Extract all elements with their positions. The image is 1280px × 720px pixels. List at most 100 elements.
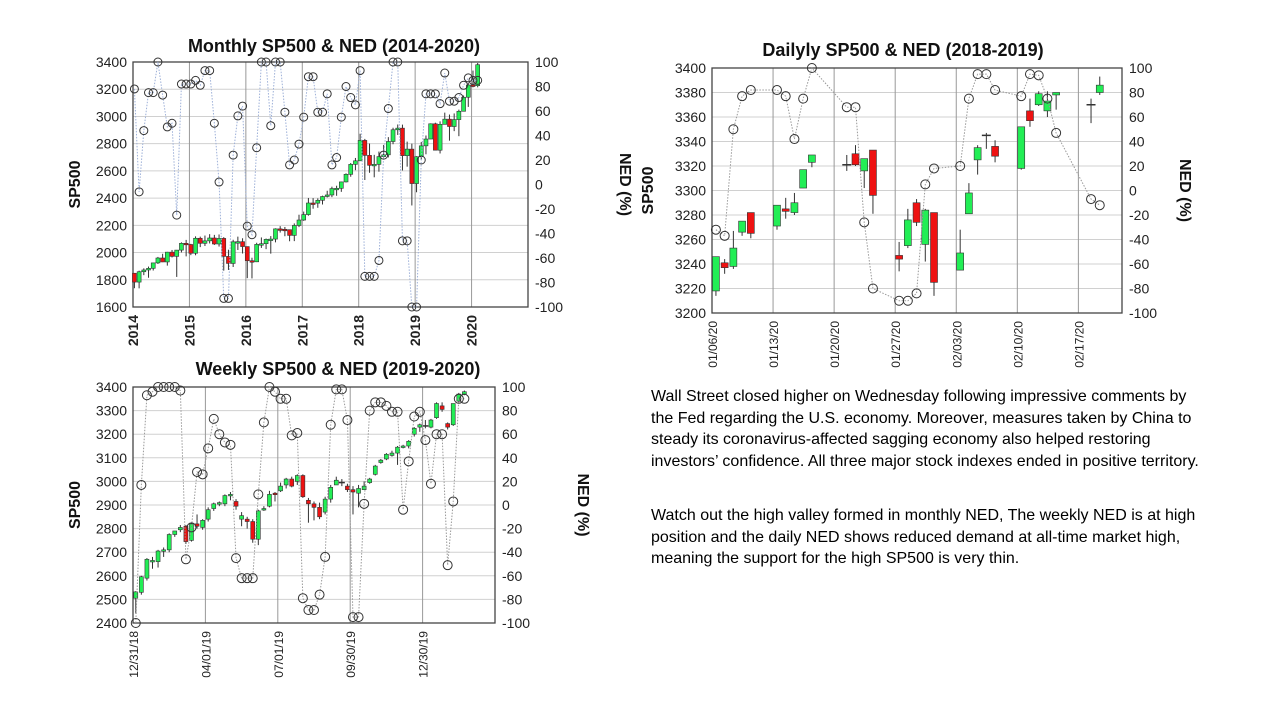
ned-point (280, 107, 290, 117)
x-tick-label: 01/20/20 (828, 321, 842, 368)
ned-point (920, 179, 931, 190)
candle (781, 197, 790, 219)
y-tick-label: 2900 (96, 497, 127, 513)
ned-point (737, 91, 748, 102)
candle-body-up (372, 465, 378, 475)
ned-point (454, 93, 464, 103)
candle (869, 149, 877, 214)
candle (329, 186, 335, 198)
ned-point (225, 439, 236, 450)
y-tick-label: 2400 (96, 190, 127, 206)
ned-point (346, 93, 356, 103)
ned-point (963, 93, 974, 104)
candle (475, 62, 480, 88)
candle-body-up (1034, 93, 1043, 106)
candle (296, 214, 302, 228)
ned-point (253, 489, 264, 500)
ned-point (414, 406, 425, 417)
candle-body-up (343, 173, 349, 183)
candle (322, 496, 328, 515)
plot-area-border (132, 386, 496, 624)
candle-body-up (144, 558, 150, 579)
candle-body-up (294, 475, 300, 482)
candle-body-down (300, 475, 306, 498)
candle (324, 190, 330, 198)
candle-body-up (322, 498, 328, 513)
ned-point (355, 66, 365, 76)
candle-body-up (205, 509, 211, 520)
candle (272, 492, 278, 502)
candle-body-up (133, 591, 139, 599)
ned-point (398, 504, 409, 515)
candle-body-down (930, 212, 938, 283)
candle-body-up (712, 256, 720, 292)
ned-point (353, 612, 364, 623)
x-tick-label: 2018 (351, 315, 367, 346)
candle (310, 198, 316, 209)
ned-point (448, 496, 459, 507)
ned-point (955, 161, 966, 171)
candle-body-up (428, 419, 434, 428)
candle (263, 238, 269, 250)
candle (317, 502, 322, 520)
candle (461, 95, 466, 112)
ned-point (364, 405, 375, 416)
ned-point (325, 419, 336, 430)
y2-tick-label: 20 (502, 473, 518, 489)
ned-point (397, 236, 407, 246)
candle-body-up (395, 127, 401, 131)
candle (174, 249, 180, 277)
y2-tick-label: -100 (1129, 305, 1157, 321)
candle-body-down (350, 489, 356, 493)
ned-point (238, 101, 248, 111)
candle (301, 211, 306, 221)
candle-body-down (433, 123, 438, 151)
ned-point (431, 429, 442, 440)
candle-body-down (851, 153, 860, 166)
candle (367, 477, 372, 484)
ned-point (313, 107, 323, 117)
y-tick-label: 3380 (675, 85, 706, 101)
ned-point (336, 112, 346, 122)
ned-point (798, 93, 809, 104)
candle-body-up (1017, 126, 1026, 169)
candle (306, 197, 311, 216)
y-tick-label: 3300 (675, 183, 706, 199)
candle-body-up (376, 156, 382, 165)
y-tick-label: 3240 (675, 256, 706, 272)
plot-area-border (132, 61, 529, 308)
y2-tick-label: 60 (1129, 109, 1145, 125)
candle-body-up (437, 124, 443, 151)
ned-point (388, 57, 398, 67)
candle (465, 82, 471, 107)
candle-body-down (311, 503, 317, 508)
ned-point (990, 85, 1001, 96)
ned-point (186, 522, 197, 533)
candle (376, 151, 382, 172)
candle (289, 476, 295, 488)
commentary-line: the Fed regarding the U.S. economy. More… (651, 409, 1192, 427)
x-tick-label: 02/17/20 (1072, 321, 1086, 368)
candle (423, 135, 429, 155)
commentary-paragraph-1: Wall Street closed higher on Wednesday f… (651, 386, 1199, 472)
y2-tick-label: 20 (1129, 158, 1145, 174)
candle (267, 490, 272, 508)
ned-point (191, 75, 201, 85)
ned-point (233, 111, 243, 121)
candle-body-down (272, 492, 278, 496)
candle-body-up (808, 154, 816, 163)
ned-point (841, 102, 852, 113)
candle (165, 251, 170, 266)
candle (895, 241, 903, 272)
candle (300, 474, 306, 498)
ned-point (780, 91, 791, 102)
y-tick-label: 3320 (675, 158, 706, 174)
y2-tick-label: 60 (535, 103, 551, 119)
ned-point (294, 139, 304, 149)
ned-point (322, 89, 332, 99)
candle-body-down (183, 243, 189, 246)
candle (139, 575, 144, 595)
ned-point (208, 413, 219, 424)
ned-point (435, 99, 445, 109)
ned-point (386, 406, 397, 417)
